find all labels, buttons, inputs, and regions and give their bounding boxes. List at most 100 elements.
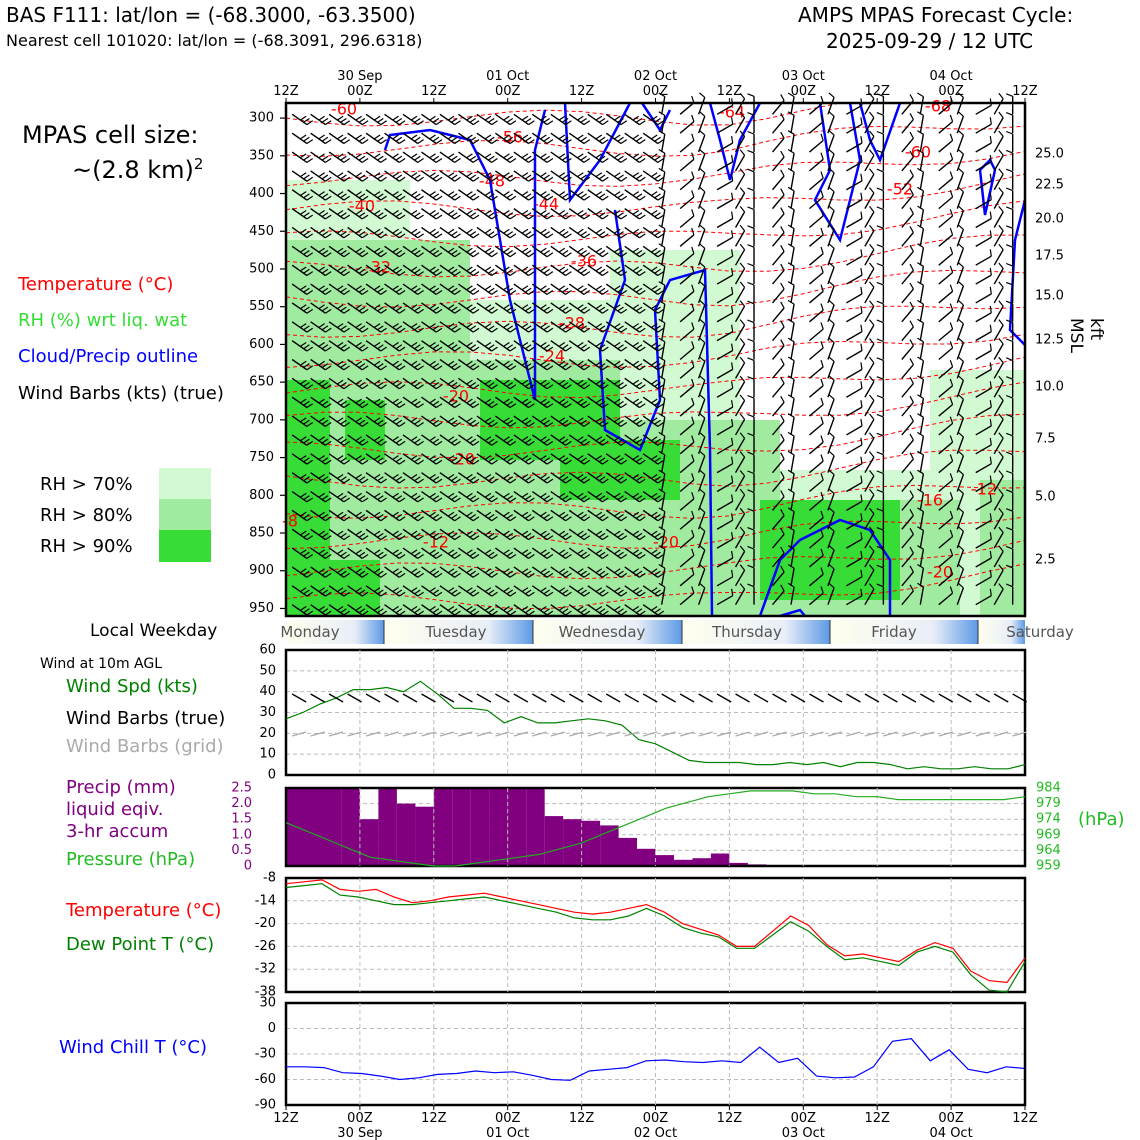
wind-barb-flag (787, 431, 795, 437)
wind-barb (587, 264, 603, 277)
wind-barb-flag (521, 436, 529, 442)
wind-barb-flag (432, 212, 440, 218)
wind-barb-flag (340, 551, 347, 557)
wind-barb-flag (488, 476, 495, 482)
wind-barb-flag (398, 290, 406, 295)
wind-barb (993, 154, 1004, 172)
wind-barb (384, 434, 400, 446)
cell-size-number: ~(2.8 km) (72, 156, 194, 184)
wind-barb (310, 151, 326, 163)
wind-barb-flag (876, 225, 884, 229)
wind-barb-flag (614, 549, 621, 555)
wind-barb-flag (957, 507, 964, 513)
wind-barb (938, 366, 954, 379)
wind-barb-flag (417, 327, 424, 333)
wind-barb (384, 490, 400, 503)
wind-barb-flag (787, 545, 795, 550)
wind-barb-flag (917, 563, 924, 569)
wind-barb-flag (454, 384, 461, 390)
wind-barb-flag (614, 417, 621, 423)
wind-barb-flag (361, 497, 369, 503)
wind-barb (347, 585, 363, 597)
wind-barb-flag (299, 153, 307, 159)
precip-ytick-label: 0.5 (231, 843, 252, 858)
wind-barb-flag (540, 379, 547, 385)
wind-barb-flag (602, 158, 609, 163)
pressure-ytick-label: 969 (1036, 827, 1061, 842)
wind-barb-flag (614, 360, 621, 366)
wind-barb-flag (699, 582, 706, 589)
wind-barb-flag (336, 228, 344, 234)
wind-barb-flag (860, 550, 863, 559)
wind-barb (790, 285, 795, 304)
wind-barb (956, 210, 965, 228)
wind-barb (384, 453, 400, 465)
windchill-label: Wind Chill T (°C) (59, 1037, 207, 1058)
wind-barb-flag (747, 564, 755, 569)
wind-barb-flag (466, 417, 473, 423)
wind-barb (531, 415, 548, 427)
wind-barb-flag (617, 268, 624, 274)
wind-barb-flag (546, 516, 554, 522)
precip-bar (433, 788, 453, 866)
windchill-ytick-label: -60 (255, 1072, 276, 1087)
wind-barb-flag (747, 168, 755, 173)
wind-barb-flag (521, 511, 529, 517)
wind-barb (846, 293, 863, 304)
wind-barb-flag (543, 495, 550, 501)
wind-barb (827, 134, 835, 153)
wind-barb (716, 425, 734, 436)
wind-barb (624, 434, 640, 446)
wind-barb (328, 302, 345, 314)
wind-barb-flag (451, 287, 458, 293)
wind-barb-flag (358, 174, 366, 180)
wind-barb-flag (398, 497, 406, 503)
wind-barb (716, 538, 734, 549)
wind-barb-flag (325, 497, 332, 503)
wind-barb-true (938, 693, 954, 703)
wind-barb-flag (540, 191, 547, 196)
cell-size-exponent: 2 (193, 155, 204, 173)
wind-barb-flag (303, 325, 310, 331)
wind-barb-flag (651, 304, 658, 310)
wind-barb-flag (739, 545, 746, 552)
wind-barb-flag (739, 243, 746, 250)
wind-barb-flag (414, 193, 421, 199)
wind-barb (291, 245, 308, 258)
wind-barb-flag (395, 589, 403, 595)
wind-barb (421, 358, 437, 371)
wind-barb (697, 549, 706, 568)
wind-barb-flag (639, 214, 646, 220)
wind-barb-flag (528, 346, 535, 352)
wind-barb-flag (580, 400, 587, 406)
date-label-bottom: 04 Oct (930, 1126, 973, 1140)
precip-bar (526, 788, 545, 866)
wind-barb-flag (414, 438, 421, 444)
wind-barb-flag (869, 413, 875, 420)
precip-bar (470, 788, 490, 866)
wind-barb-flag (447, 341, 455, 347)
precip-label-2: liquid eqiv. (66, 799, 164, 820)
wind-barb-flag (509, 290, 517, 295)
wind-barb-flag (699, 488, 706, 494)
wind-barb-flag (524, 608, 532, 614)
wind-barb-flag (614, 304, 621, 310)
wind-barb (476, 358, 493, 371)
wind-barb-flag (355, 134, 362, 140)
wind-barb (846, 180, 863, 191)
wind-barb-flag (336, 530, 344, 536)
wind-barb-flag (325, 195, 332, 201)
wind-barb (660, 511, 666, 530)
wind-barb-flag (303, 514, 310, 519)
wind-barb (402, 245, 419, 258)
wind-barb-flag (917, 507, 924, 513)
wind-barb-flag (380, 535, 387, 541)
wind-barb-flag (380, 554, 387, 559)
wind-barb-flag (484, 191, 492, 196)
wind-barb-flag (747, 112, 755, 116)
wind-barb (494, 283, 511, 295)
wind-barb-flag (503, 210, 510, 215)
wind-barb (550, 321, 567, 333)
wind-barb (642, 208, 659, 220)
wind-barb-flag (521, 417, 529, 423)
